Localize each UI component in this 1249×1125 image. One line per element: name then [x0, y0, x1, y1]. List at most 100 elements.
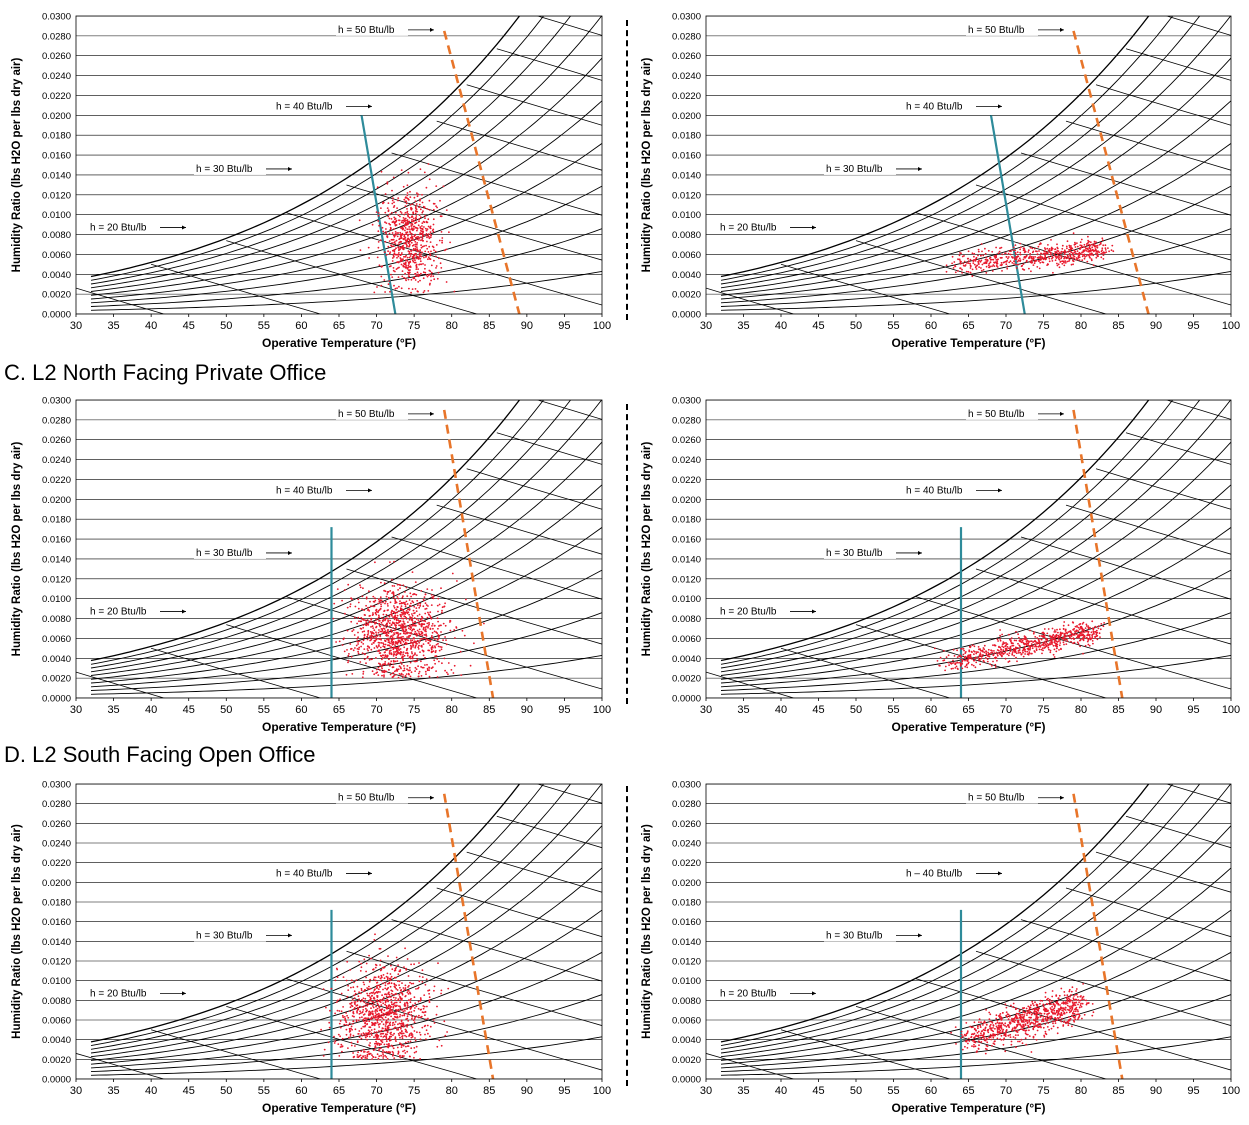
data-point [1067, 631, 1070, 633]
data-point [368, 590, 370, 593]
data-point [426, 622, 429, 625]
data-point [424, 264, 426, 266]
data-point [377, 602, 380, 605]
data-point [349, 1035, 352, 1037]
data-point [359, 1000, 362, 1003]
data-point [369, 996, 372, 999]
data-point [1050, 249, 1053, 252]
data-point [402, 248, 405, 251]
y-tick-label: 0.0300 [672, 396, 701, 407]
data-point [392, 634, 394, 637]
data-point [420, 620, 423, 622]
data-point [1061, 244, 1064, 247]
data-point [1001, 270, 1003, 272]
data-point [996, 653, 999, 655]
data-point [1031, 1000, 1034, 1003]
data-point [430, 275, 432, 278]
data-point [376, 618, 379, 620]
data-point [416, 192, 418, 195]
data-point [381, 1008, 384, 1010]
data-point [419, 999, 422, 1002]
data-point [1058, 256, 1060, 259]
data-point [1024, 645, 1026, 648]
data-point [1014, 1019, 1017, 1022]
data-point [389, 979, 392, 982]
data-point [1081, 259, 1084, 262]
data-point [373, 996, 375, 999]
data-point [988, 653, 991, 656]
data-point [1107, 247, 1109, 250]
data-point [402, 217, 405, 219]
data-point [969, 657, 971, 660]
data-point [967, 654, 970, 657]
data-point [1078, 256, 1081, 259]
data-point [389, 223, 392, 226]
data-point [429, 615, 432, 617]
data-point [385, 1019, 388, 1022]
data-point [425, 630, 427, 633]
data-point [427, 274, 430, 277]
data-point [1073, 252, 1075, 254]
data-point [421, 225, 423, 227]
data-point [1057, 631, 1059, 634]
data-point [393, 670, 396, 673]
data-point [397, 589, 399, 591]
data-point [398, 621, 401, 624]
data-point [419, 638, 422, 640]
enthalpy-arrow-head [430, 411, 434, 416]
data-point [343, 589, 346, 591]
data-point [376, 1002, 379, 1005]
data-point [394, 1026, 396, 1029]
data-point [989, 1033, 992, 1036]
x-tick-label: 100 [593, 320, 611, 332]
data-point [444, 624, 447, 627]
data-point [1047, 244, 1049, 246]
data-point [417, 235, 419, 238]
data-point [1014, 249, 1016, 252]
data-point [383, 1035, 386, 1038]
data-point [1020, 653, 1023, 655]
data-point [1091, 634, 1093, 637]
data-point [948, 664, 950, 666]
data-point [372, 1016, 375, 1019]
data-point [1084, 255, 1086, 258]
data-point [971, 268, 974, 271]
data-point [373, 939, 376, 941]
data-point [384, 643, 387, 646]
data-point [404, 626, 407, 629]
data-point [438, 257, 440, 260]
data-point [1001, 633, 1003, 636]
data-point [1063, 994, 1066, 997]
data-point [423, 1005, 426, 1008]
y-tick-label: 0.0060 [42, 1016, 71, 1027]
data-point [422, 643, 425, 645]
data-point [409, 981, 411, 984]
data-point [1072, 257, 1074, 259]
data-point [385, 222, 388, 225]
data-point [1081, 255, 1084, 258]
data-point [407, 1045, 410, 1047]
data-point [424, 626, 427, 628]
data-point [1028, 267, 1030, 270]
data-point [379, 959, 382, 962]
data-point [429, 226, 431, 229]
data-point [377, 220, 380, 222]
data-point [414, 288, 417, 290]
y-tick-label: 0.0220 [42, 91, 71, 102]
x-tick-label: 35 [107, 704, 119, 716]
data-point [979, 649, 982, 652]
data-point [963, 649, 965, 652]
data-point [373, 629, 376, 632]
data-point [451, 572, 454, 575]
data-point [1048, 250, 1051, 253]
data-point [387, 628, 389, 631]
data-point [1048, 648, 1050, 651]
data-point [994, 666, 997, 668]
data-point [1088, 634, 1091, 637]
data-point [433, 659, 436, 662]
data-point [357, 1051, 359, 1054]
data-point [1067, 257, 1069, 259]
data-point [1063, 250, 1066, 253]
data-point [442, 622, 445, 625]
data-point [1065, 997, 1068, 999]
